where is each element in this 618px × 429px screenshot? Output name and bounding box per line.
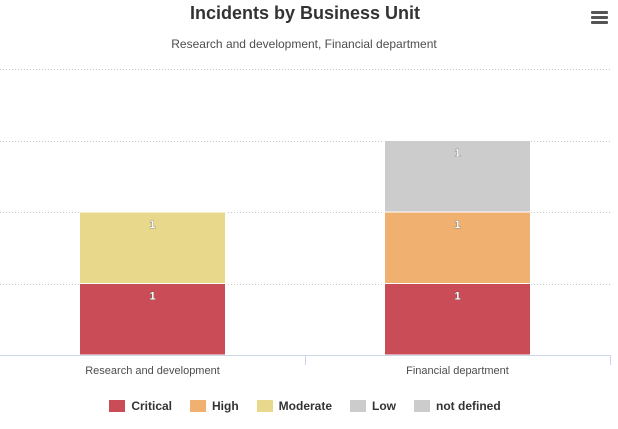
legend-label: Low [372,399,397,413]
legend-swatch [109,400,126,412]
chart-plot: Research and development Financial depart… [0,69,611,377]
data-label: 1 [454,219,460,231]
legend-label: Moderate [278,399,333,413]
chart-title: Incidents by Business Unit [189,3,421,23]
legend-item[interactable]: High [190,399,239,413]
bar-segment[interactable] [384,140,531,213]
chart-subtitle: Research and development, Financial depa… [171,37,437,51]
bar-segment[interactable] [384,283,531,356]
bar-segment[interactable] [79,211,226,284]
data-label: 1 [454,291,460,303]
bar-segment[interactable] [79,283,226,356]
legend-swatch [190,400,206,412]
bar-segment[interactable] [384,211,531,284]
legend-swatch [256,400,273,412]
legend-label: Critical [131,399,172,413]
legend-label: not defined [436,399,501,413]
data-label: 1 [149,219,155,231]
data-label: 1 [454,148,460,160]
legend-item[interactable]: not defined [414,399,501,413]
data-label: 1 [149,291,155,303]
legend-swatch [350,400,367,412]
legend-swatch [414,400,431,412]
x-tick-label: Research and development [85,365,220,377]
legend-item[interactable]: Critical [109,399,172,413]
hamburger-menu-icon[interactable] [591,11,609,25]
legend-item[interactable]: Low [350,399,396,413]
legend-label: High [212,399,239,413]
legend-item[interactable]: Moderate [256,399,333,413]
chart-legend: Critical High Moderate Low not defined [0,399,610,413]
x-tick-label: Financial department [406,365,509,377]
